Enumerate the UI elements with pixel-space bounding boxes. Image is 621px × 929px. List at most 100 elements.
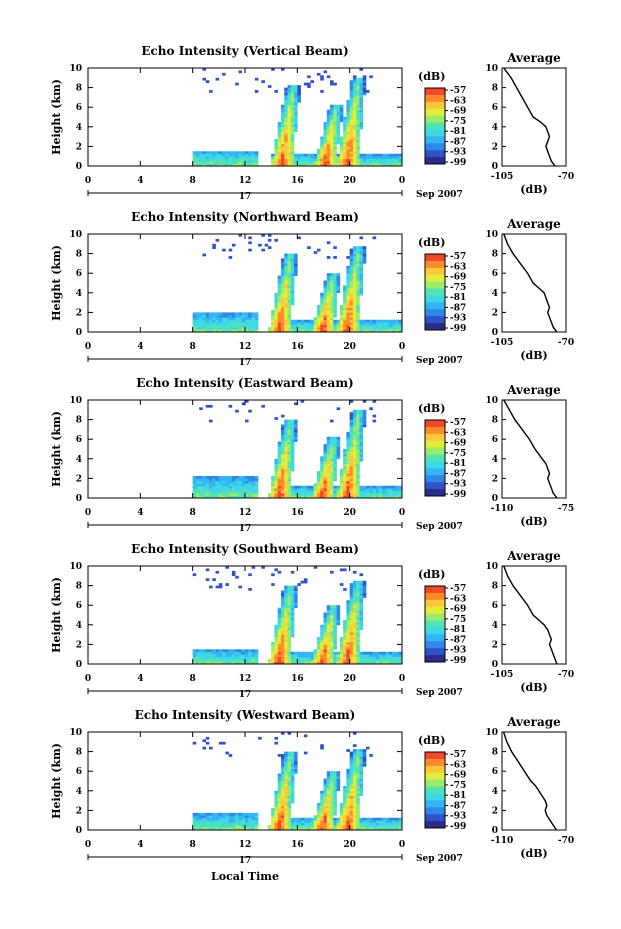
heatmap-cell — [392, 329, 396, 333]
heatmap-cell — [352, 126, 357, 130]
heatmap-cell — [215, 161, 220, 164]
heatmap-cell — [277, 629, 282, 633]
colorbar-unit: (dB) — [418, 70, 445, 83]
heatmap-cell — [323, 302, 328, 306]
heatmap-cell — [346, 624, 350, 628]
heatmap-cell — [352, 109, 357, 113]
heatmap-cell — [349, 439, 354, 442]
heatmap-cell — [352, 307, 357, 311]
heatmap-cell — [310, 656, 314, 660]
heatmap-cell — [326, 275, 331, 279]
heatmap-cell — [228, 661, 233, 665]
heatmap-cell — [333, 436, 337, 440]
heatmap-cell — [248, 163, 252, 167]
heatmap-cell — [287, 466, 292, 469]
heatmap-cell — [369, 161, 373, 164]
heatmap-cell — [359, 82, 364, 86]
heatmap-cell — [307, 153, 311, 157]
heatmap-cell — [274, 473, 279, 477]
heatmap-cell — [366, 827, 370, 831]
heatmap-cell — [280, 778, 285, 782]
heatmap-cell — [349, 605, 354, 608]
heatmap-cell — [277, 493, 282, 496]
heatmap-cell — [320, 632, 324, 635]
heatmap-cell — [245, 649, 249, 653]
heatmap-cell — [228, 649, 233, 653]
heatmap-cell — [349, 656, 354, 660]
heatmap-cell — [271, 820, 275, 823]
heatmap-cell — [379, 153, 383, 157]
heatmap-cell — [192, 480, 197, 484]
heatmap-cell — [205, 493, 210, 496]
heatmap-cell — [359, 153, 364, 157]
heatmap-cell — [228, 322, 233, 325]
heatmap-cell — [274, 812, 279, 816]
heatmap-cell — [356, 109, 360, 113]
heatmap-cell — [346, 495, 350, 499]
heatmap-cell — [254, 478, 259, 482]
heatmap-cell — [277, 478, 282, 482]
heatmap-cell — [336, 622, 341, 626]
heatmap-cell — [231, 483, 236, 487]
heatmap-cell — [280, 644, 285, 648]
heatmap-cell — [346, 270, 350, 274]
heatmap-cell — [225, 827, 229, 831]
heatmap-cell — [359, 275, 364, 279]
heatmap-cell — [359, 761, 364, 765]
heatmap-cell — [330, 825, 334, 828]
colorbar-swatch — [425, 101, 445, 110]
heatmap-cell — [290, 632, 295, 635]
heatmap-cell — [209, 324, 213, 328]
heatmap-cell — [290, 624, 295, 628]
heatmap-cell — [254, 158, 259, 162]
heatmap-cell — [326, 612, 331, 616]
heatmap-cell — [366, 153, 370, 157]
heatmap-cell — [346, 773, 350, 777]
average-x-tick-label: -105 — [491, 172, 514, 182]
heatmap-cell — [356, 585, 360, 589]
heatmap-cell — [323, 312, 328, 316]
heatmap-cell — [294, 265, 298, 269]
heatmap-cell — [352, 761, 357, 765]
heatmap-cell — [359, 453, 364, 457]
heatmap-cell — [330, 641, 334, 645]
heatmap-cell — [303, 163, 308, 167]
heatmap-cell — [316, 822, 321, 826]
heatmap-cell — [248, 488, 252, 491]
heatmap-cell — [284, 597, 288, 601]
heatmap-cell — [202, 661, 207, 665]
heatmap-cell — [209, 161, 213, 164]
heatmap-cell — [352, 776, 357, 779]
heatmap-cell — [326, 790, 331, 794]
heatmap-cell — [352, 590, 357, 594]
heatmap-cell — [369, 651, 373, 655]
heatmap-cell — [267, 661, 272, 665]
average-y-tick-label: 8 — [492, 416, 498, 426]
heatmap-cell — [362, 758, 367, 762]
heatmap-cell — [359, 790, 364, 794]
average-frame — [501, 731, 567, 831]
heatmap-cell — [349, 102, 354, 106]
average-y-tick-label: 4 — [492, 787, 498, 797]
heatmap-cell — [339, 803, 344, 806]
heatmap-cell — [359, 265, 364, 269]
heatmap-cell — [333, 329, 337, 333]
heatmap-cell — [333, 822, 337, 826]
heatmap-cell — [346, 265, 350, 269]
heatmap-cell — [336, 654, 341, 657]
heatmap-cell — [225, 485, 229, 489]
heatmap-cell — [330, 124, 334, 128]
heatmap-cell — [352, 766, 357, 770]
heatmap-cell — [326, 788, 331, 792]
heatmap-cell — [297, 327, 301, 330]
heatmap-cell — [392, 156, 396, 159]
heatmap-cell — [320, 163, 324, 167]
heatmap-cell — [235, 327, 239, 330]
x-tick-label: 8 — [190, 176, 196, 186]
heatmap-cell — [235, 661, 239, 665]
heatmap-cell — [349, 825, 354, 828]
heatmap-cell — [388, 163, 393, 167]
heatmap-cell — [352, 80, 357, 83]
heatmap-cell — [271, 649, 275, 653]
heatmap-cell — [326, 651, 331, 655]
